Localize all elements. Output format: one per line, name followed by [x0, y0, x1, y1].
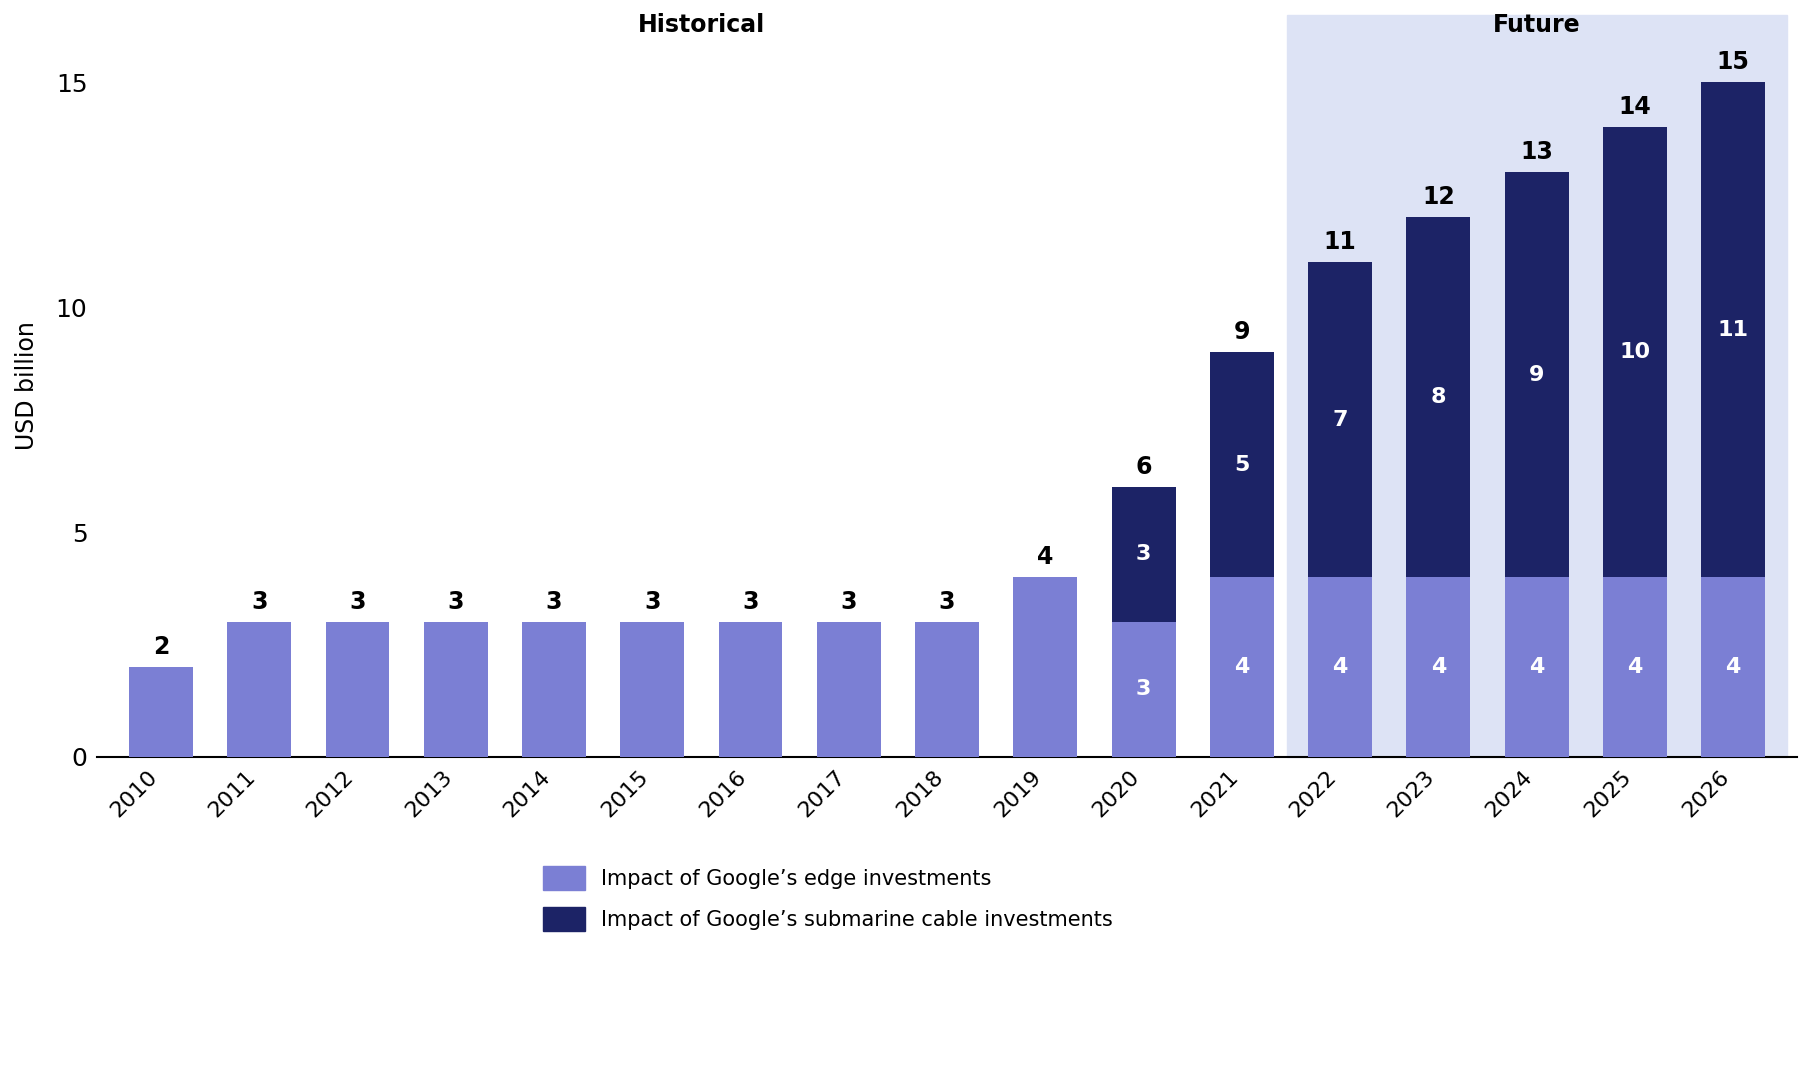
Text: 9: 9: [1529, 364, 1544, 385]
Text: 3: 3: [841, 590, 857, 614]
Bar: [1504, 577, 1569, 757]
Text: 9: 9: [1234, 320, 1250, 344]
Text: Future: Future: [1493, 13, 1580, 37]
Text: 11: 11: [1325, 231, 1357, 255]
Text: 10: 10: [1620, 343, 1651, 362]
Bar: [1308, 262, 1372, 577]
Bar: [424, 622, 487, 757]
Bar: [522, 622, 585, 757]
Bar: [1604, 127, 1667, 577]
Text: 4: 4: [1725, 657, 1741, 677]
Bar: [1287, 15, 1787, 757]
Text: 14: 14: [1618, 96, 1651, 120]
Text: 3: 3: [1136, 679, 1151, 700]
Text: 2: 2: [152, 634, 169, 659]
Bar: [1604, 577, 1667, 757]
Legend: Impact of Google’s edge investments, Impact of Google’s submarine cable investme: Impact of Google’s edge investments, Imp…: [535, 857, 1122, 939]
Text: 3: 3: [252, 590, 268, 614]
Bar: [1504, 172, 1569, 577]
Bar: [719, 622, 783, 757]
Text: 5: 5: [1234, 455, 1250, 474]
Text: 3: 3: [939, 590, 955, 614]
Bar: [1406, 577, 1470, 757]
Bar: [1406, 218, 1470, 577]
Text: 11: 11: [1718, 320, 1749, 339]
Text: 12: 12: [1422, 185, 1455, 209]
Text: 3: 3: [643, 590, 661, 614]
Text: 3: 3: [743, 590, 759, 614]
Bar: [326, 622, 390, 757]
Text: 4: 4: [1234, 657, 1250, 677]
Bar: [817, 622, 881, 757]
Bar: [1701, 83, 1765, 577]
Text: 3: 3: [350, 590, 366, 614]
Bar: [1308, 577, 1372, 757]
Bar: [226, 622, 292, 757]
Text: 3: 3: [1136, 544, 1151, 565]
Bar: [620, 622, 685, 757]
Bar: [1701, 577, 1765, 757]
Text: 15: 15: [1716, 50, 1750, 74]
Text: 13: 13: [1520, 140, 1553, 164]
Bar: [1013, 577, 1078, 757]
Text: 8: 8: [1431, 387, 1446, 407]
Text: 4: 4: [1529, 657, 1544, 677]
Bar: [1210, 353, 1274, 577]
Text: 3: 3: [545, 590, 562, 614]
Text: 7: 7: [1332, 409, 1348, 430]
Bar: [1111, 487, 1176, 622]
Bar: [1210, 577, 1274, 757]
Text: 4: 4: [1431, 657, 1446, 677]
Bar: [129, 667, 192, 757]
Text: 4: 4: [1036, 545, 1053, 569]
Y-axis label: USD billion: USD billion: [14, 321, 40, 450]
Text: 4: 4: [1627, 657, 1642, 677]
Text: Historical: Historical: [638, 13, 765, 37]
Bar: [915, 622, 978, 757]
Bar: [1111, 622, 1176, 757]
Text: 3: 3: [448, 590, 464, 614]
Text: 4: 4: [1332, 657, 1348, 677]
Text: 6: 6: [1136, 455, 1152, 479]
